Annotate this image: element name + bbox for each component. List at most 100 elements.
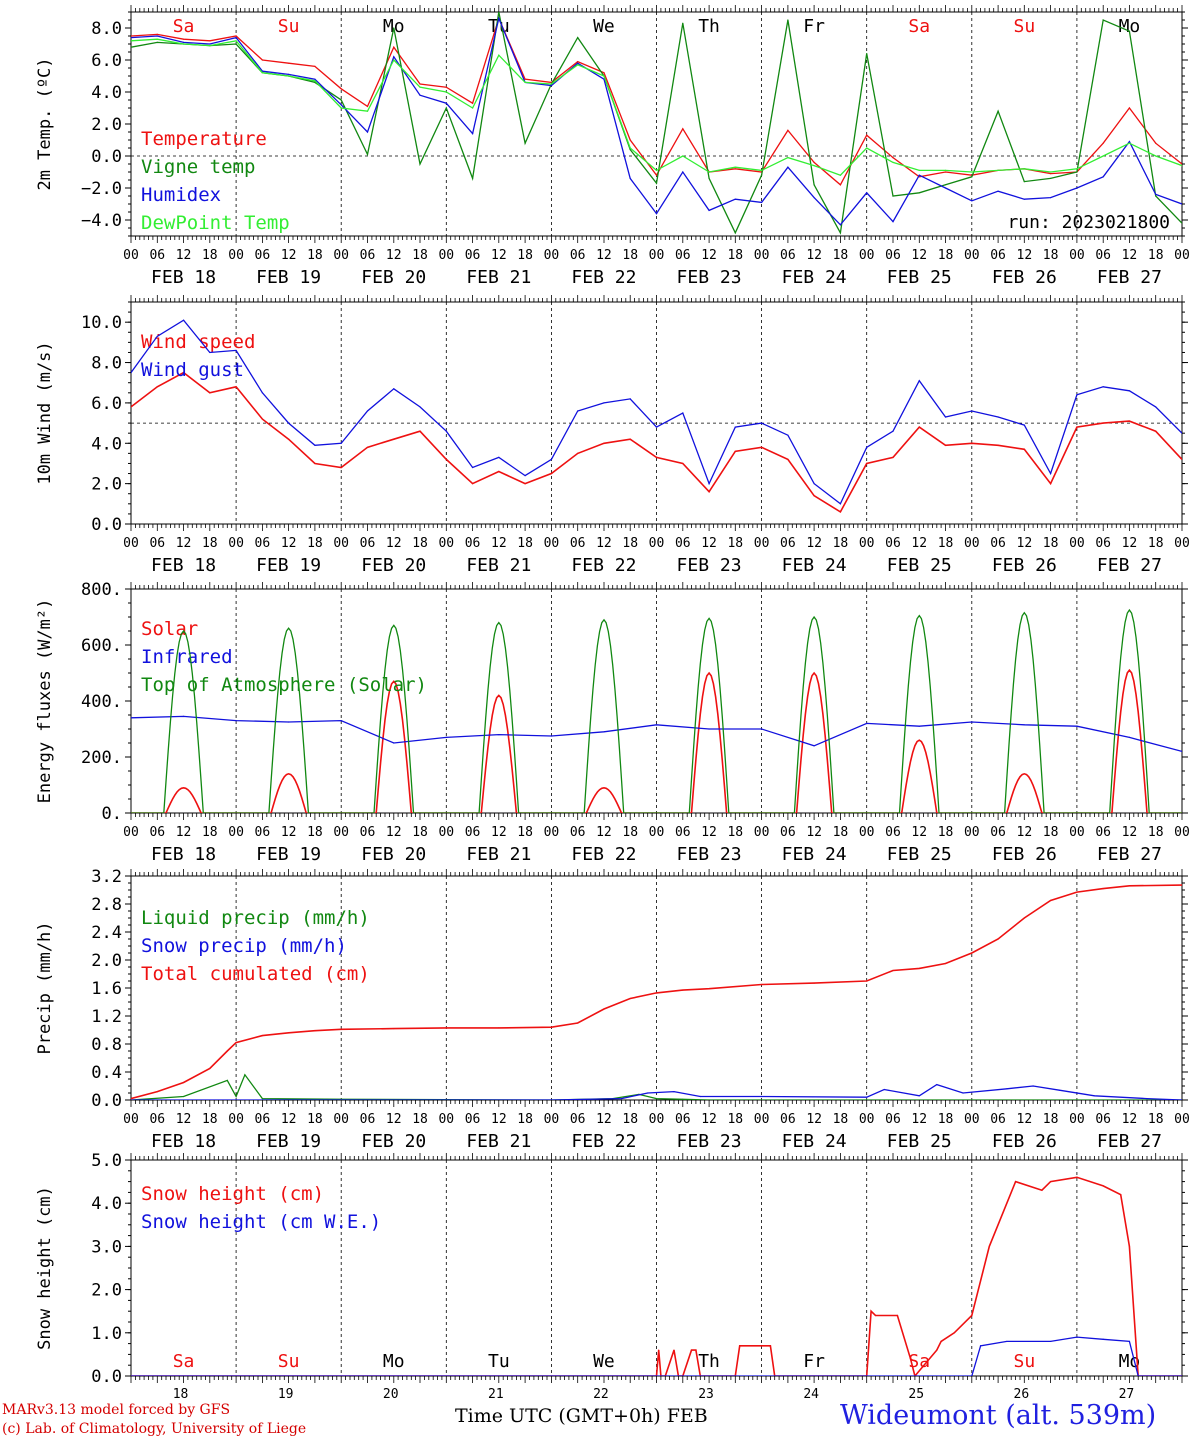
data-point xyxy=(131,406,132,408)
data-point xyxy=(839,232,842,234)
hour-tick-label: 06 xyxy=(780,825,796,840)
legend-entry: Temperature xyxy=(141,128,267,150)
data-point xyxy=(682,155,684,157)
data-point xyxy=(419,163,421,165)
hour-tick-label: 18 xyxy=(833,825,849,840)
day-label: FEB 26 xyxy=(992,1131,1057,1152)
data-point xyxy=(577,61,579,63)
y-tick-label: 3.0 xyxy=(91,1237,122,1257)
day-number-label: 21 xyxy=(488,1387,504,1402)
data-point xyxy=(892,161,894,163)
y-axis-label: Precip (mm/h) xyxy=(35,921,55,1054)
day-label: FEB 27 xyxy=(1097,267,1162,288)
day-separators xyxy=(235,1160,1078,1376)
data-point xyxy=(577,1022,579,1024)
day-label: FEB 22 xyxy=(571,555,636,576)
y-tick-label: 2.0 xyxy=(91,115,122,135)
data-point xyxy=(471,466,474,469)
data-point xyxy=(734,450,736,452)
day-label: FEB 24 xyxy=(782,267,847,288)
day-label: FEB 21 xyxy=(466,844,531,865)
data-point xyxy=(971,176,973,178)
hour-tick-label: 12 xyxy=(806,536,822,551)
data-point xyxy=(866,722,868,725)
data-point xyxy=(940,1340,942,1343)
data-point xyxy=(419,94,421,96)
data-point xyxy=(1181,750,1182,752)
hour-tick-label: 06 xyxy=(255,536,271,551)
y-tick-label: −2.0 xyxy=(81,179,122,199)
data-point xyxy=(682,462,684,465)
data-point xyxy=(182,715,185,718)
day-separators xyxy=(235,302,1078,524)
data-point xyxy=(1076,725,1078,727)
hour-tick-label: 18 xyxy=(622,1112,638,1127)
y-tick-label: 2.0 xyxy=(91,475,122,495)
hour-tick-label: 18 xyxy=(202,1112,218,1127)
hour-tick-label: 18 xyxy=(202,248,218,263)
day-number-label: 23 xyxy=(698,1387,714,1402)
day-label: FEB 20 xyxy=(361,1131,426,1152)
data-point xyxy=(498,456,500,458)
hour-tick-label: 06 xyxy=(990,825,1006,840)
data-point xyxy=(655,213,658,215)
hour-tick-label: 18 xyxy=(307,1112,323,1127)
data-point xyxy=(647,1092,649,1094)
data-point xyxy=(1181,458,1182,461)
hour-tick-label: 00 xyxy=(649,248,665,263)
y-tick-label: 600. xyxy=(81,636,122,656)
data-point xyxy=(761,169,763,171)
data-point xyxy=(655,426,658,428)
hour-tick-label: 18 xyxy=(727,825,743,840)
hour-tick-label: 00 xyxy=(333,536,349,551)
day-label: FEB 18 xyxy=(151,1131,216,1152)
data-point xyxy=(997,416,999,418)
data-point xyxy=(366,446,369,448)
hour-tick-label: 12 xyxy=(911,248,927,263)
data-point xyxy=(235,37,237,39)
data-point xyxy=(1181,1099,1182,1100)
hour-tick-label: 00 xyxy=(544,536,560,551)
data-point xyxy=(1050,483,1052,485)
data-point xyxy=(182,41,185,44)
data-point xyxy=(944,962,947,965)
hour-tick-label: 12 xyxy=(176,248,192,263)
hour-tick-label: 12 xyxy=(596,825,612,840)
y-axis-label: 10m Wind (m/s) xyxy=(35,341,55,484)
day-label: FEB 26 xyxy=(992,267,1057,288)
data-point xyxy=(314,65,316,67)
weekday-label: Th xyxy=(698,1351,720,1372)
hour-tick-label: 00 xyxy=(964,536,980,551)
data-point xyxy=(883,1088,885,1091)
data-point xyxy=(524,474,526,477)
weekday-label: Su xyxy=(1014,1351,1036,1372)
data-point xyxy=(1102,142,1104,144)
data-point xyxy=(1128,30,1131,32)
hour-tick-label: 06 xyxy=(990,248,1006,263)
hour-tick-label: 18 xyxy=(833,1112,849,1127)
data-point xyxy=(131,37,132,39)
weekday-label: Mo xyxy=(1119,16,1141,37)
y-tick-label: 2.8 xyxy=(91,895,122,915)
y-tick-label: 400. xyxy=(81,692,122,712)
day-label: FEB 18 xyxy=(151,555,216,576)
data-point xyxy=(209,40,211,42)
data-point xyxy=(953,1332,955,1334)
data-point xyxy=(629,147,631,149)
y-tick-label: 2.4 xyxy=(91,923,122,943)
data-point xyxy=(1128,390,1131,392)
data-point xyxy=(156,1091,158,1093)
data-point xyxy=(813,161,815,163)
hour-tick-label: 18 xyxy=(727,248,743,263)
series-line-0 xyxy=(131,1073,1182,1100)
data-point xyxy=(550,1099,552,1100)
data-point xyxy=(944,444,947,446)
hour-tick-label: 00 xyxy=(1174,248,1190,263)
data-point xyxy=(393,56,395,58)
data-point xyxy=(445,736,447,739)
data-point xyxy=(261,1098,263,1100)
data-point xyxy=(550,458,553,461)
data-point xyxy=(1181,432,1182,434)
hour-tick-label: 12 xyxy=(386,536,402,551)
data-point xyxy=(708,491,710,493)
